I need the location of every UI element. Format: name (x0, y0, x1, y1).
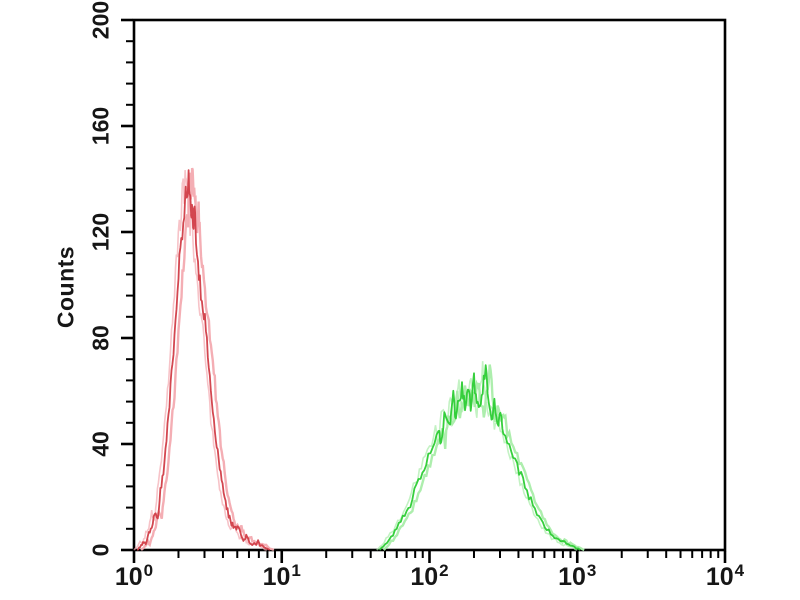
y-axis-title: Counts (52, 245, 79, 329)
y-tick-label: 0 (87, 543, 114, 557)
axis-ticks (121, 18, 727, 563)
x-tick-label: 102 (410, 562, 448, 591)
x-tick-exponent: 4 (734, 561, 745, 580)
x-tick-label: 101 (262, 562, 301, 591)
y-tick-label: 80 (87, 325, 114, 351)
x-tick-exponent: 3 (586, 561, 597, 580)
y-tick-label: 200 (87, 0, 114, 40)
x-tick-base: 10 (114, 563, 143, 591)
x-tick-base: 10 (705, 563, 734, 591)
x-tick-base: 10 (558, 563, 586, 591)
x-tick-base: 10 (410, 563, 439, 591)
x-tick-label: 104 (705, 562, 744, 591)
x-tick-label: 100 (114, 562, 153, 591)
x-tick-exponent: 0 (143, 561, 154, 580)
x-tick-exponent: 2 (439, 561, 449, 580)
y-tick-label: 120 (87, 212, 114, 252)
x-tick-label: 103 (558, 562, 596, 591)
histogram-curves (133, 167, 585, 552)
plot-frame (132, 18, 727, 552)
x-tick-base: 10 (262, 563, 291, 591)
red-population-curve (133, 167, 275, 552)
y-tick-label: 160 (87, 106, 114, 146)
x-tick-exponent: 1 (291, 561, 301, 580)
green-population-curve (376, 361, 585, 552)
y-tick-label: 40 (87, 431, 114, 457)
